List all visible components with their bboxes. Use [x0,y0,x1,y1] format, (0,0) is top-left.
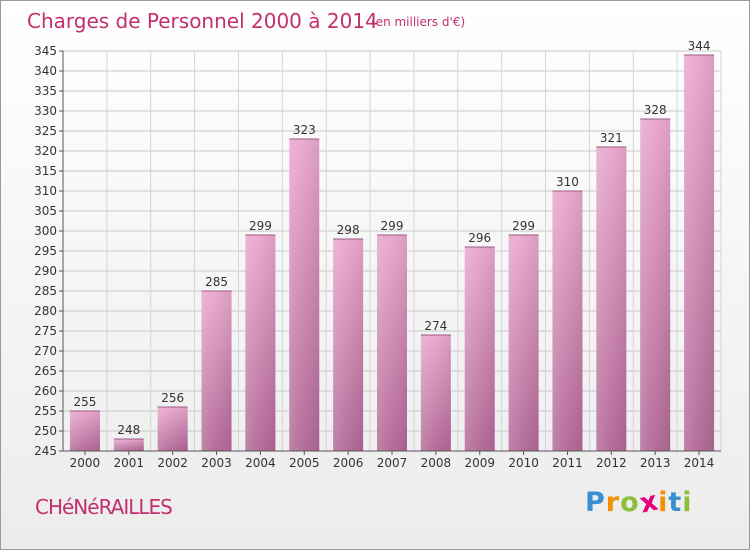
bar-shading [201,291,232,451]
x-tick-label: 2013 [640,456,671,470]
value-label: 298 [337,223,360,237]
x-tick-label: 2014 [684,456,715,470]
value-label: 255 [73,395,96,409]
y-tick-label: 325 [34,124,57,138]
y-tick-label: 245 [34,444,57,458]
value-label: 299 [381,219,404,233]
x-tick-label: 2008 [421,456,452,470]
y-tick-label: 285 [34,284,57,298]
bar-layer: 255 248 256 285 299 323 298 299 274 296 299 310 321 3… [69,39,715,451]
bar-shading [333,239,364,451]
bar-shading [113,439,144,451]
y-tick-label: 290 [34,264,57,278]
value-label: 299 [512,219,535,233]
location-name: CHéNéRAILLES [35,495,173,519]
y-tick-label: 340 [34,64,57,78]
y-tick-label: 270 [34,344,57,358]
x-tick-label: 2006 [333,456,364,470]
value-label: 299 [249,219,272,233]
y-tick-label: 320 [34,144,57,158]
bar-shading [289,139,320,451]
chart-subtitle: (en milliers d'€) [371,15,465,29]
chart-title: Charges de Personnel 2000 à 2014 [27,9,378,33]
value-label: 256 [161,391,184,405]
logo-letter: i [658,487,669,518]
logo-letter: r [605,487,621,518]
x-tick-label: 2003 [201,456,232,470]
axis-layer: 245 250 255 260 265 270 275 280 285 290 295 300 305 3… [34,44,721,470]
x-tick-label: 2010 [508,456,539,470]
x-tick-label: 2004 [245,456,276,470]
y-tick-label: 255 [34,404,57,418]
value-label: 274 [424,319,447,333]
bar-shading [684,55,715,451]
y-tick-label: 335 [34,84,57,98]
y-tick-label: 345 [34,44,57,58]
x-tick-label: 2002 [157,456,188,470]
value-label: 285 [205,275,228,289]
y-tick-label: 280 [34,304,57,318]
bar-shading [552,191,583,451]
x-tick-label: 2000 [70,456,101,470]
value-label: 248 [117,423,140,437]
bar-shading [69,411,100,451]
y-tick-label: 295 [34,244,57,258]
x-tick-label: 2011 [552,456,583,470]
y-tick-label: 300 [34,224,57,238]
logo-letter: t [668,487,683,518]
bar-shading [640,119,671,451]
proxiti-logo: Proxiti [585,485,693,519]
bar-shading [157,407,188,451]
x-tick-label: 2005 [289,456,320,470]
x-tick-label: 2007 [377,456,408,470]
y-tick-label: 315 [34,164,57,178]
logo-letter: i [682,487,693,518]
bar-shading [245,235,276,451]
value-label: 344 [688,39,711,53]
y-tick-label: 265 [34,364,57,378]
x-tick-label: 2012 [596,456,627,470]
bar-shading [596,147,627,451]
y-tick-label: 310 [34,184,57,198]
value-label: 321 [600,131,623,145]
logo-letter: P [585,487,606,518]
bar-shading [508,235,539,451]
bar-shading [464,247,495,451]
value-label: 310 [556,175,579,189]
value-label: 328 [644,103,667,117]
y-tick-label: 275 [34,324,57,338]
value-label: 323 [293,123,316,137]
bar-shading [377,235,407,451]
x-tick-label: 2009 [464,456,495,470]
y-tick-label: 260 [34,384,57,398]
logo-letter: o [620,487,640,518]
y-tick-label: 250 [34,424,57,438]
y-tick-label: 305 [34,204,57,218]
value-label: 296 [468,231,491,245]
y-tick-label: 330 [34,104,57,118]
bar-shading [420,335,451,451]
x-tick-label: 2001 [114,456,145,470]
